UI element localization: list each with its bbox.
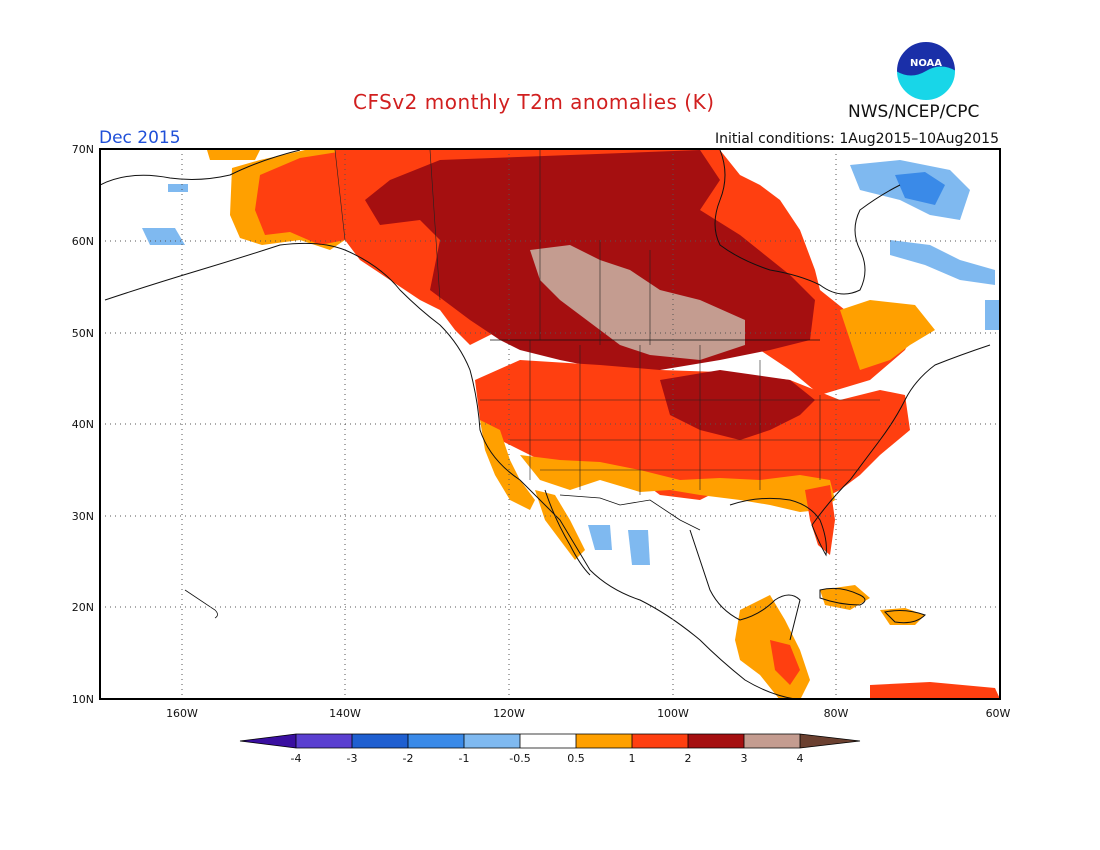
alaska-north-orange bbox=[207, 150, 260, 160]
lon-label: 120W bbox=[493, 707, 525, 720]
hispaniola-coast bbox=[883, 610, 926, 624]
colorbar-swatch bbox=[520, 734, 576, 748]
lon-axis: 160W 140W 120W 100W 80W 60W bbox=[166, 707, 1010, 720]
colorbar-label: 2 bbox=[685, 752, 692, 765]
mexico-blue-region-2 bbox=[628, 530, 650, 565]
california-orange-region bbox=[480, 420, 535, 510]
hawaii-coast bbox=[184, 589, 218, 619]
agency-label: NWS/NCEP/CPC bbox=[848, 102, 980, 122]
lat-label: 70N bbox=[72, 143, 94, 156]
colorbar-label: 3 bbox=[741, 752, 748, 765]
colorbar-swatch bbox=[800, 734, 860, 748]
lon-label: 100W bbox=[657, 707, 689, 720]
prairies-tan-region bbox=[530, 245, 745, 360]
chukotka-blue-region bbox=[168, 184, 188, 192]
colorbar-swatch bbox=[352, 734, 408, 748]
map-body bbox=[100, 149, 1000, 699]
lat-label: 50N bbox=[72, 327, 94, 340]
cuba-orange-region bbox=[820, 585, 870, 610]
newfoundland-blue-region bbox=[985, 300, 1000, 330]
atlantic-coast bbox=[729, 344, 991, 557]
south-america-red-region bbox=[870, 682, 1000, 699]
map-title: CFSv2 monthly T2m anomalies (K) bbox=[353, 90, 715, 114]
mexico-blue-region-1 bbox=[588, 525, 612, 550]
central-america-red-region bbox=[770, 640, 800, 685]
lat-label: 60N bbox=[72, 235, 94, 248]
lat-label: 20N bbox=[72, 601, 94, 614]
lon-label: 140W bbox=[329, 707, 361, 720]
colorbar-label: -4 bbox=[291, 752, 302, 765]
noaa-logo-text: NOAA bbox=[910, 58, 942, 69]
lat-label: 10N bbox=[72, 693, 94, 706]
initial-conditions: Initial conditions: 1Aug2015–10Aug2015 bbox=[714, 131, 999, 147]
colorbar-label: 1 bbox=[629, 752, 636, 765]
lon-label: 160W bbox=[166, 707, 198, 720]
forecast-month: Dec 2015 bbox=[99, 128, 181, 148]
colorbar-swatch bbox=[688, 734, 744, 748]
lat-label: 40N bbox=[72, 418, 94, 431]
alaska-north-coast bbox=[100, 149, 301, 186]
colorbar-label: -3 bbox=[347, 752, 358, 765]
lon-label: 80W bbox=[824, 707, 849, 720]
lon-label: 60W bbox=[986, 707, 1011, 720]
colorbar-label: -1 bbox=[459, 752, 470, 765]
midwest-darkred-region bbox=[660, 370, 815, 440]
lat-label: 30N bbox=[72, 510, 94, 523]
cuba-coast bbox=[819, 587, 866, 606]
colorbar-swatch bbox=[576, 734, 632, 748]
colorbar-label: 0.5 bbox=[567, 752, 585, 765]
quebec-orange-region bbox=[840, 300, 935, 370]
baja-peninsula bbox=[544, 489, 591, 576]
pacific-coast bbox=[104, 242, 796, 699]
graticule bbox=[100, 149, 1000, 699]
colorbar-label: -0.5 bbox=[509, 752, 530, 765]
colorbar-swatch bbox=[296, 734, 352, 748]
colorbar-swatch bbox=[408, 734, 464, 748]
colorbar-label: -2 bbox=[403, 752, 414, 765]
colorbar: -4 -3 -2 -1 -0.5 0.5 1 2 3 4 bbox=[239, 733, 861, 765]
colorbar-swatch bbox=[464, 734, 520, 748]
anomaly-shading bbox=[142, 150, 1000, 699]
alaska-red-region bbox=[255, 152, 345, 245]
colorbar-swatch bbox=[744, 734, 800, 748]
gulf-of-mexico-coast bbox=[689, 529, 801, 641]
colorbar-label: 4 bbox=[797, 752, 804, 765]
greenland-darkblue-region bbox=[895, 172, 945, 205]
labrador-blue-region bbox=[890, 240, 995, 285]
state-borders bbox=[334, 149, 880, 495]
map-frame bbox=[99, 148, 1001, 700]
siberia-blue-region bbox=[142, 228, 185, 245]
noaa-logo: NOAA bbox=[895, 40, 957, 102]
hudson-bay-coast bbox=[714, 149, 901, 295]
lat-axis: 70N 60N 50N 40N 30N 20N 10N bbox=[72, 143, 94, 706]
colorbar-swatch bbox=[240, 734, 296, 748]
us-mexico-border bbox=[559, 494, 701, 531]
us-south-orange-region bbox=[520, 455, 835, 512]
colorbar-swatch bbox=[632, 734, 688, 748]
coastlines bbox=[100, 149, 991, 699]
